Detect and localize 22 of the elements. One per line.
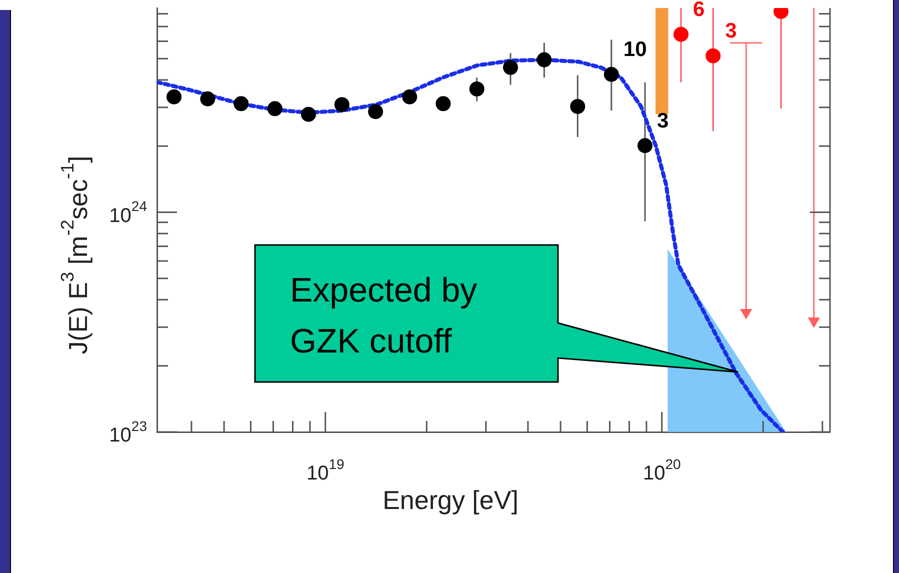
point (570, 98, 586, 114)
annotation: 10 (623, 38, 647, 62)
point (166, 89, 182, 104)
point (503, 60, 518, 75)
point (200, 91, 216, 106)
point (334, 97, 350, 112)
point (536, 52, 552, 68)
point (402, 89, 418, 104)
point (368, 104, 384, 120)
annotation: 3 (725, 20, 737, 43)
point (267, 101, 282, 116)
annotation: Expected by GZK cutoff (290, 271, 478, 360)
annotation: 6 (693, 0, 705, 22)
y-axis-title: J(E) E3 [m-2sec-1] (57, 156, 94, 354)
point (300, 106, 316, 122)
annotation: 3 (656, 109, 669, 132)
point (604, 66, 619, 82)
x-axis-title: Energy [eV] (382, 485, 518, 516)
point (469, 81, 484, 96)
point (234, 96, 249, 112)
point (637, 138, 652, 154)
point (436, 96, 451, 112)
